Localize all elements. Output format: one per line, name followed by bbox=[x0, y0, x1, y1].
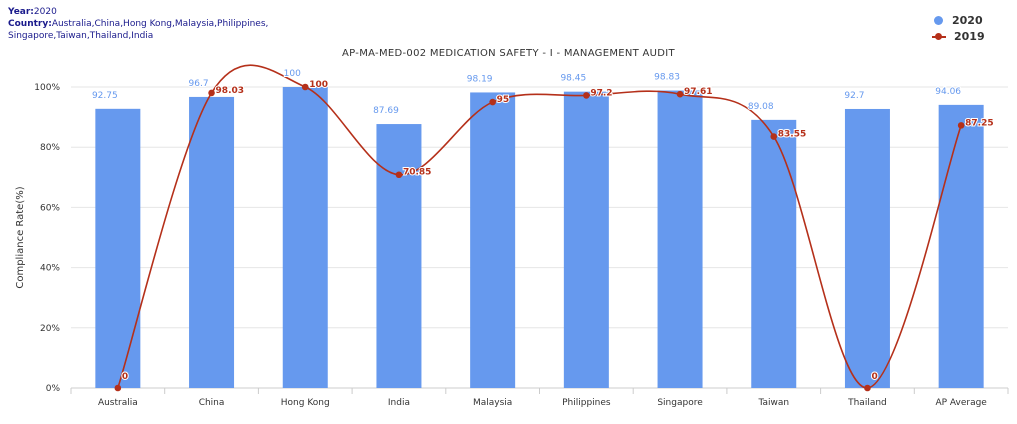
data-label-2019: 95 bbox=[497, 95, 510, 105]
data-label-2020: 94.06 bbox=[935, 87, 961, 97]
x-tick-label: Singapore bbox=[657, 398, 703, 408]
bar-2020 bbox=[751, 119, 797, 388]
chart-legend: 2020 2019 bbox=[932, 12, 985, 44]
point-2019 bbox=[208, 89, 215, 97]
y-tick-label: 100% bbox=[34, 83, 60, 93]
data-label-2019: 87.25 bbox=[965, 118, 993, 128]
data-label-2019: 0 bbox=[871, 372, 877, 382]
x-tick-label: China bbox=[199, 398, 225, 408]
x-tick-label: Thailand bbox=[847, 398, 887, 408]
data-label-2020: 89.08 bbox=[748, 102, 774, 112]
y-tick-label: 0% bbox=[46, 384, 61, 394]
x-tick-label: AP Average bbox=[935, 398, 987, 408]
data-label-2020: 92.7 bbox=[844, 91, 864, 101]
legend-item-2020[interactable]: 2020 bbox=[932, 12, 985, 28]
data-label-2019: 0 bbox=[122, 372, 128, 382]
data-label-2020: 96.7 bbox=[189, 79, 209, 89]
data-label-2020: 87.69 bbox=[373, 106, 399, 116]
point-2019 bbox=[864, 384, 871, 392]
y-axis-label: Compliance Rate(%) bbox=[15, 186, 26, 288]
year-label: Year: bbox=[8, 7, 34, 17]
x-tick-label: Australia bbox=[98, 398, 138, 408]
x-tick-label: Philippines bbox=[562, 398, 611, 408]
y-tick-label: 60% bbox=[40, 203, 60, 213]
x-tick-label: Taiwan bbox=[757, 398, 789, 408]
legend-marker-2020 bbox=[934, 15, 943, 25]
bar-2020 bbox=[376, 124, 422, 388]
point-2019 bbox=[301, 83, 309, 91]
point-2019 bbox=[583, 92, 590, 99]
legend-label-2020: 2020 bbox=[952, 13, 983, 27]
data-label-2020: 98.83 bbox=[654, 73, 680, 83]
data-label-2019: 70.85 bbox=[403, 168, 431, 178]
data-label-2020: 98.19 bbox=[467, 74, 493, 84]
point-2019 bbox=[489, 98, 496, 106]
x-tick-label: India bbox=[388, 398, 410, 408]
point-2019 bbox=[676, 90, 684, 98]
year-value: 2020 bbox=[33, 7, 57, 17]
bar-2020 bbox=[95, 108, 141, 388]
chart-filters: Year:2020 Country:Australia,China,Hong K… bbox=[8, 6, 268, 42]
legend-label-2019: 2019 bbox=[954, 29, 985, 43]
data-label-2020: 98.45 bbox=[560, 74, 586, 84]
bar-2020 bbox=[844, 108, 890, 389]
country-value-line2: Singapore,Taiwan,Thailand,India bbox=[8, 31, 154, 41]
point-2019 bbox=[114, 384, 122, 392]
country-label: Country: bbox=[8, 19, 52, 29]
line-2019 bbox=[117, 64, 962, 389]
x-tick-label: Malaysia bbox=[473, 398, 512, 408]
country-value-line1: Australia,China,Hong Kong,Malaysia,Phili… bbox=[51, 19, 269, 29]
y-tick-label: 20% bbox=[40, 324, 60, 334]
point-2019 bbox=[395, 171, 403, 179]
bar-2020 bbox=[189, 96, 235, 389]
bar-2020 bbox=[938, 104, 984, 389]
y-tick-label: 80% bbox=[40, 143, 60, 153]
data-label-2019: 97.61 bbox=[684, 87, 712, 97]
bar-2020 bbox=[282, 87, 328, 388]
bar-2020 bbox=[657, 90, 703, 388]
country-filter: Country:Australia,China,Hong Kong,Malays… bbox=[8, 18, 268, 30]
data-label-2019: 100 bbox=[309, 80, 328, 90]
chart-title: AP-MA-MED-002 MEDICATION SAFETY - I - MA… bbox=[342, 48, 675, 59]
point-2019 bbox=[770, 133, 778, 140]
bar-2020 bbox=[470, 92, 516, 389]
year-filter: Year:2020 bbox=[8, 6, 268, 18]
data-label-2019: 83.55 bbox=[778, 130, 806, 140]
x-tick-label: Hong Kong bbox=[281, 398, 330, 408]
legend-marker-2019 bbox=[932, 32, 946, 41]
legend-item-2019[interactable]: 2019 bbox=[932, 28, 985, 44]
data-label-2019: 98.03 bbox=[216, 86, 244, 96]
y-tick-label: 40% bbox=[40, 264, 60, 274]
data-label-2020: 92.75 bbox=[92, 91, 118, 101]
bar-2020 bbox=[563, 91, 609, 388]
data-label-2019: 97.2 bbox=[590, 88, 612, 98]
data-label-2020: 100 bbox=[284, 69, 301, 79]
point-2019 bbox=[957, 122, 965, 129]
